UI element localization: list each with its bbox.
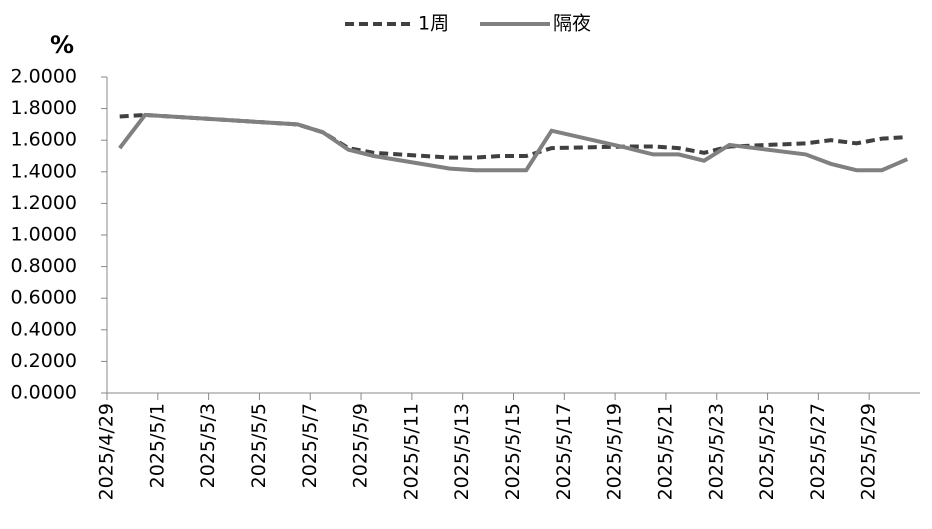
y-tick-label: 1.4000 xyxy=(11,160,77,182)
y-axis-label: % xyxy=(50,31,74,59)
x-tick-label: 2025/5/5 xyxy=(248,403,270,488)
x-tick-label: 2025/5/25 xyxy=(756,403,778,500)
x-tick-label: 2025/5/27 xyxy=(807,403,829,500)
y-tick-label: 0.8000 xyxy=(11,255,77,277)
y-tick-label: 0.6000 xyxy=(11,287,77,309)
x-tick-label: 2025/5/1 xyxy=(146,403,168,488)
y-tick-label: 0.2000 xyxy=(11,350,77,372)
x-tick-label: 2025/5/23 xyxy=(705,403,727,500)
x-tick-label: 2025/5/9 xyxy=(350,403,372,488)
x-tick-label: 2025/5/11 xyxy=(400,403,422,500)
x-tick-label: 2025/5/29 xyxy=(858,403,880,500)
legend-label: 1周 xyxy=(418,13,449,35)
y-tick-label: 0.0000 xyxy=(11,382,77,404)
line-series xyxy=(118,112,909,173)
x-tick-label: 2025/5/21 xyxy=(654,403,676,500)
x-tick-label: 2025/5/17 xyxy=(553,403,575,500)
y-tick-label: 0.4000 xyxy=(11,318,77,340)
x-tick-label: 2025/5/7 xyxy=(299,403,321,488)
y-tick-label: 1.0000 xyxy=(11,224,77,246)
legend-label: 隔夜 xyxy=(553,13,591,35)
x-tick-label: 2025/4/29 xyxy=(96,403,118,500)
x-tick-label: 2025/5/13 xyxy=(451,403,473,500)
y-tick-label: 1.8000 xyxy=(11,97,77,119)
y-tick-label: 2.0000 xyxy=(11,66,77,88)
y-tick-label: 1.6000 xyxy=(11,129,77,151)
y-tick-label: 1.2000 xyxy=(11,192,77,214)
x-tick-label: 2025/5/19 xyxy=(604,403,626,500)
x-tick-label: 2025/5/15 xyxy=(502,403,524,500)
x-tick-label: 2025/5/3 xyxy=(197,403,219,488)
